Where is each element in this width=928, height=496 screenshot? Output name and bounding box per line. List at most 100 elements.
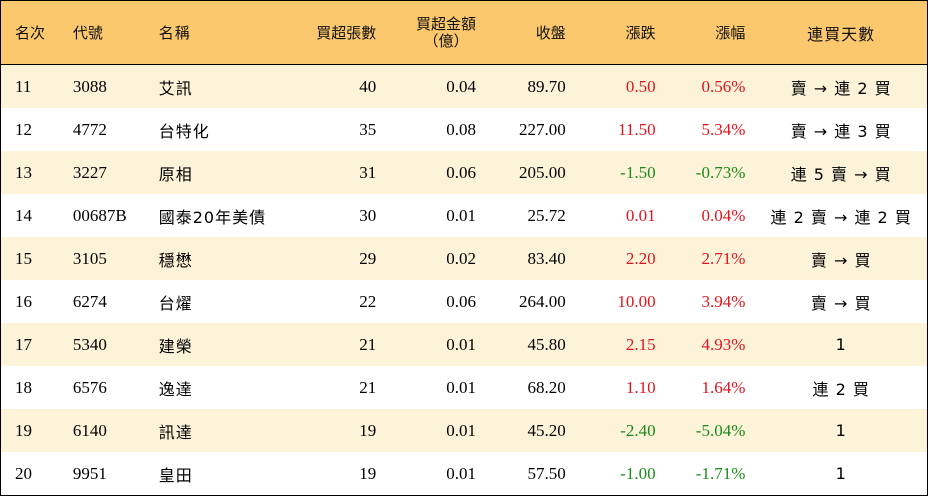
net-buy-lots-cell: 19 xyxy=(359,463,377,483)
table-header: 名次 代號 名稱 買超張數 買超金額 （億） 收盤 漲跌 漲幅 連買天數 xyxy=(1,1,927,65)
header-net-buy-amount: 買超金額 （億） xyxy=(376,15,476,50)
table-row: 12 4772 台特化 35 0.08 227.00 11.50 5.34% 賣 → 連 3 買 xyxy=(1,108,927,151)
code-cell: 4772 xyxy=(72,119,107,139)
net-buy-lots-cell: 29 xyxy=(359,248,377,268)
code-cell: 3088 xyxy=(72,76,107,96)
net-buy-amount-cell: 0.08 xyxy=(446,119,476,139)
buy-streak-cell: 連 2 賣 → 連 2 買 xyxy=(770,207,912,227)
net-buy-lots-cell: 31 xyxy=(359,162,377,182)
code-cell: 9951 xyxy=(72,463,107,483)
close-price-cell: 45.80 xyxy=(527,334,566,354)
close-price-cell: 264.00 xyxy=(519,291,566,311)
header-net-buy-lots: 買超張數 xyxy=(316,24,377,42)
change-cell: 2.20 xyxy=(625,248,656,268)
header-buy-streak: 連買天數 xyxy=(807,24,876,44)
change-pct-cell: 4.93% xyxy=(701,334,746,354)
change-cell: 0.50 xyxy=(625,76,656,96)
change-pct-cell: 0.56% xyxy=(701,76,746,96)
net-buy-lots-cell: 22 xyxy=(359,291,377,311)
buy-streak-cell: 賣 → 買 xyxy=(810,293,872,313)
rank-cell: 17 xyxy=(15,334,32,354)
net-buy-lots-cell: 30 xyxy=(359,205,377,225)
change-pct-cell: 0.04% xyxy=(701,205,746,225)
net-buy-amount-cell: 0.01 xyxy=(446,334,476,354)
rank-cell: 14 xyxy=(15,205,32,225)
change-pct-cell: -0.73% xyxy=(695,162,746,182)
table-row: 20 9951 皇田 19 0.01 57.50 -1.00 -1.71% 1 xyxy=(1,452,927,495)
name-cell: 建榮 xyxy=(158,336,193,356)
change-cell: 11.50 xyxy=(617,119,656,139)
net-buy-amount-cell: 0.01 xyxy=(446,420,476,440)
rank-cell: 19 xyxy=(15,420,32,440)
close-price-cell: 205.00 xyxy=(519,162,566,182)
name-cell: 皇田 xyxy=(158,465,193,485)
header-change: 漲跌 xyxy=(625,24,656,42)
name-cell: 訊達 xyxy=(158,422,193,442)
change-pct-cell: 2.71% xyxy=(701,248,746,268)
net-buy-lots-cell: 35 xyxy=(359,119,377,139)
net-buy-amount-cell: 0.01 xyxy=(446,463,476,483)
table-row: 17 5340 建榮 21 0.01 45.80 2.15 4.93% 1 xyxy=(1,323,927,366)
table-row: 15 3105 穩懋 29 0.02 83.40 2.20 2.71% 賣 → 買 xyxy=(1,237,927,280)
change-cell: 1.10 xyxy=(625,377,656,397)
change-cell: -1.00 xyxy=(620,463,656,483)
rank-cell: 18 xyxy=(15,377,32,397)
header-code: 代號 xyxy=(72,24,103,42)
header-close: 收盤 xyxy=(535,24,566,42)
name-cell: 逸達 xyxy=(158,379,193,399)
table-row: 14 00687B 國泰20年美債 30 0.01 25.72 0.01 0.04% 連 2 賣… xyxy=(1,194,927,237)
buy-streak-cell: 賣 → 連 3 買 xyxy=(790,121,892,141)
net-buy-amount-cell: 0.01 xyxy=(446,205,476,225)
net-buy-amount-cell: 0.06 xyxy=(446,291,476,311)
change-pct-cell: -1.71% xyxy=(695,463,746,483)
name-cell: 國泰20年美債 xyxy=(158,207,267,227)
header-rank: 名次 xyxy=(15,24,46,42)
table-row: 11 3088 艾訊 40 0.04 89.70 0.50 0.56% 賣 → 連 2 買 xyxy=(1,65,927,108)
code-cell: 3227 xyxy=(72,162,107,182)
net-buy-amount-cell: 0.02 xyxy=(446,248,476,268)
net-buy-lots-cell: 21 xyxy=(359,334,377,354)
table-body: 11 3088 艾訊 40 0.04 89.70 0.50 0.56% 賣 → 連 2 買 12 4… xyxy=(1,65,927,495)
close-price-cell: 68.20 xyxy=(527,377,566,397)
net-buy-amount-cell: 0.06 xyxy=(446,162,476,182)
net-buy-lots-cell: 19 xyxy=(359,420,377,440)
code-cell: 6140 xyxy=(72,420,107,440)
rank-cell: 16 xyxy=(15,291,32,311)
code-cell: 00687B xyxy=(72,205,127,225)
code-cell: 3105 xyxy=(72,248,107,268)
table-row: 18 6576 逸達 21 0.01 68.20 1.10 1.64% 連 2 買 xyxy=(1,366,927,409)
name-cell: 艾訊 xyxy=(158,78,193,98)
buy-streak-cell: 1 xyxy=(835,464,847,483)
name-cell: 穩懋 xyxy=(158,250,193,270)
buy-streak-cell: 賣 → 買 xyxy=(810,250,872,270)
code-cell: 5340 xyxy=(72,334,107,354)
table-row: 19 6140 訊達 19 0.01 45.20 -2.40 -5.04% 1 xyxy=(1,409,927,452)
close-price-cell: 45.20 xyxy=(527,420,566,440)
net-buy-amount-cell: 0.04 xyxy=(446,76,476,96)
change-pct-cell: 1.64% xyxy=(701,377,746,397)
name-cell: 台燿 xyxy=(158,293,193,313)
buy-streak-cell: 賣 → 連 2 買 xyxy=(790,78,892,98)
rank-cell: 11 xyxy=(15,76,32,96)
buy-streak-cell: 1 xyxy=(835,421,847,440)
buy-streak-cell: 1 xyxy=(835,335,847,354)
change-pct-cell: -5.04% xyxy=(695,420,746,440)
code-cell: 6274 xyxy=(72,291,107,311)
header-change-pct: 漲幅 xyxy=(715,24,746,42)
header-amount-line2: （億） xyxy=(423,31,469,50)
table-row: 16 6274 台燿 22 0.06 264.00 10.00 3.94% 賣 → 買 xyxy=(1,280,927,323)
change-pct-cell: 3.94% xyxy=(701,291,746,311)
change-cell: -1.50 xyxy=(620,162,656,182)
buy-streak-cell: 連 5 賣 → 買 xyxy=(790,164,892,184)
name-cell: 原相 xyxy=(158,164,193,184)
code-cell: 6576 xyxy=(72,377,107,397)
rank-cell: 12 xyxy=(15,119,32,139)
change-cell: -2.40 xyxy=(620,420,656,440)
header-name: 名稱 xyxy=(158,24,191,42)
change-cell: 2.15 xyxy=(625,334,656,354)
close-price-cell: 57.50 xyxy=(527,463,566,483)
table-row: 13 3227 原相 31 0.06 205.00 -1.50 -0.73% 連 5 賣 → 買 xyxy=(1,151,927,194)
change-cell: 0.01 xyxy=(625,205,656,225)
change-pct-cell: 5.34% xyxy=(701,119,746,139)
